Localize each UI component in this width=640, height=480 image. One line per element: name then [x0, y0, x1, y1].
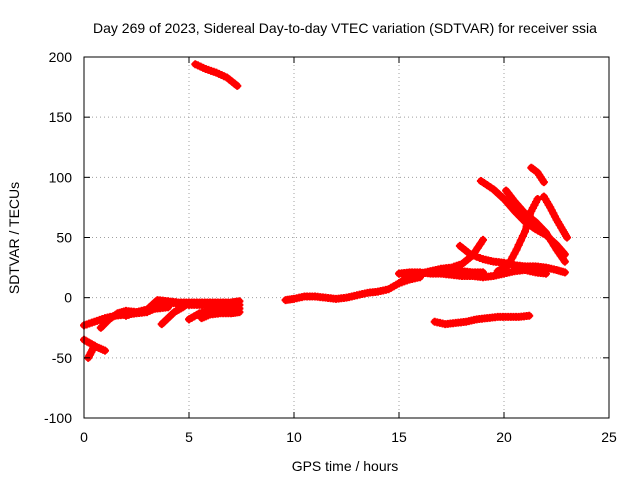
data-point	[235, 297, 244, 306]
x-tick-label: 15	[391, 429, 407, 445]
data-point	[183, 299, 192, 308]
x-tick-label: 0	[80, 429, 88, 445]
series-arc-18	[527, 163, 548, 187]
x-axis-label: GPS time / hours	[292, 458, 399, 474]
series-arc-9	[122, 303, 172, 320]
data-point	[542, 228, 550, 237]
data-point	[539, 178, 548, 187]
y-tick-label: 0	[64, 290, 72, 306]
y-axis-label: SDTVAR / TECUs	[6, 182, 22, 294]
series-arc-19	[539, 192, 571, 242]
series-arc-1	[191, 60, 242, 90]
chart-title: Day 269 of 2023, Sidereal Day-to-day VTE…	[93, 20, 597, 36]
data-point	[563, 233, 571, 242]
y-tick-label: -50	[52, 350, 72, 366]
x-tick-labels: 0 5 10 15 20 25	[80, 429, 617, 445]
axis-ticks	[83, 56, 610, 419]
x-tick-label: 25	[601, 429, 617, 445]
data-point	[514, 241, 523, 250]
series-arc-17	[502, 186, 569, 266]
data-point	[547, 237, 556, 246]
data-point	[525, 311, 534, 320]
y-tick-label: 50	[56, 230, 72, 246]
grid-lines	[84, 57, 609, 418]
y-tick-label: 150	[49, 109, 73, 125]
data-point	[516, 236, 525, 245]
data-point	[549, 241, 558, 250]
series-arc-13	[395, 265, 487, 288]
x-tick-label: 5	[185, 429, 193, 445]
data-point	[101, 346, 109, 355]
data-point	[164, 303, 172, 312]
data-point	[560, 257, 569, 266]
series-arc-6	[157, 298, 193, 329]
data-point	[521, 227, 529, 236]
data-point	[479, 268, 487, 277]
y-tick-labels: -100 -50 0 50 100 150 200	[44, 49, 72, 426]
data-point	[479, 235, 487, 244]
y-tick-label: 100	[49, 169, 73, 185]
x-tick-label: 20	[496, 429, 512, 445]
data-point	[90, 341, 99, 350]
data-point	[544, 232, 553, 241]
data-point	[233, 81, 242, 90]
x-tick-label: 10	[286, 429, 302, 445]
series-arc-20	[430, 311, 534, 329]
data-series	[80, 60, 571, 362]
series-arc-3	[84, 341, 99, 362]
data-point	[560, 268, 569, 277]
data-point	[235, 308, 244, 317]
y-tick-label: -100	[44, 410, 72, 426]
y-tick-label: 200	[49, 49, 73, 65]
data-point	[512, 245, 521, 254]
series-arc-14	[455, 241, 569, 277]
data-point	[518, 231, 527, 240]
series-arc-8	[197, 308, 244, 323]
data-point	[533, 194, 542, 203]
data-point	[185, 298, 193, 307]
series-arc-15	[493, 194, 542, 276]
